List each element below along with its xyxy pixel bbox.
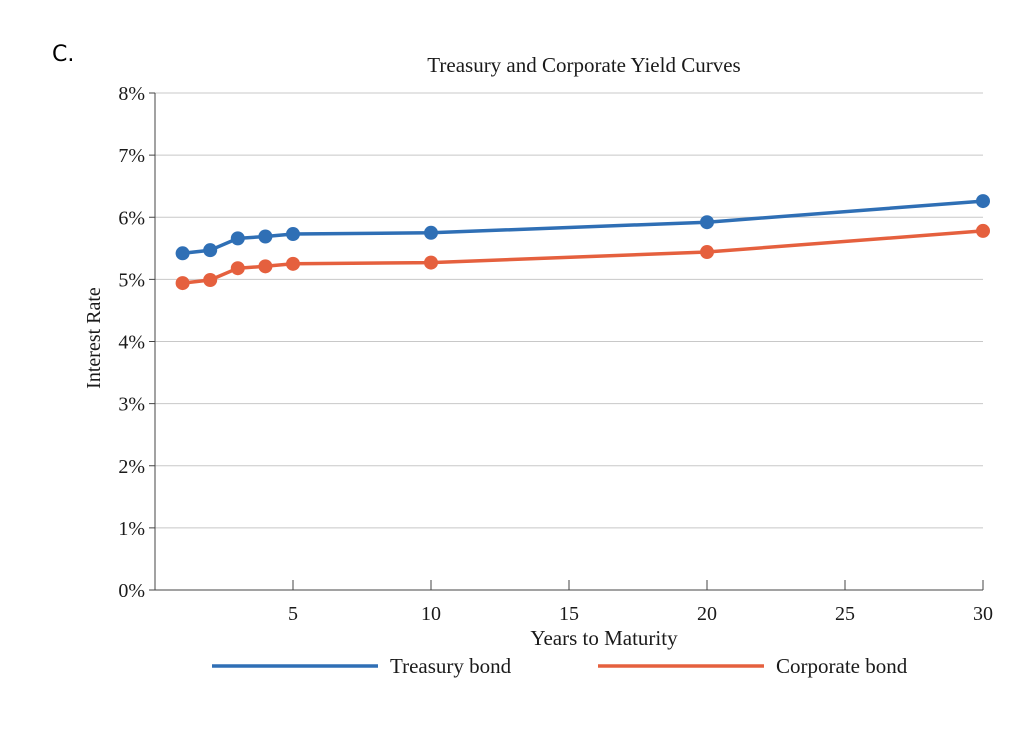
data-point-corporate: [286, 256, 300, 271]
series-line-corporate: [182, 229, 984, 285]
y-tick-label: 0%: [118, 580, 145, 602]
data-point-treasury: [230, 231, 245, 246]
y-tick-label: 1%: [118, 518, 145, 540]
x-tick-label: 30: [973, 603, 993, 625]
axes: [149, 92, 984, 591]
x-tick-label: 20: [697, 603, 717, 625]
data-point-treasury: [175, 246, 190, 261]
data-point-treasury: [424, 225, 438, 240]
series-line-treasury: [182, 199, 984, 256]
data-point-corporate: [203, 272, 218, 287]
legend-label: Treasury bond: [390, 654, 512, 678]
y-axis-label: Interest Rate: [83, 287, 105, 389]
data-point-treasury: [700, 215, 714, 230]
data-point-treasury: [258, 229, 273, 244]
data-point-corporate: [700, 245, 714, 260]
y-tick-label: 3%: [118, 394, 145, 416]
data-point-corporate: [175, 276, 190, 291]
gridlines: [155, 92, 983, 529]
legend-label: Corporate bond: [776, 654, 908, 678]
x-tick-label: 25: [835, 603, 855, 625]
x-axis-label: Years to Maturity: [530, 626, 678, 650]
y-tick-label: 5%: [118, 269, 145, 291]
x-tick-label: 5: [288, 603, 298, 625]
y-tick-label: 4%: [118, 332, 145, 354]
chart-title: Treasury and Corporate Yield Curves: [427, 53, 740, 77]
data-point-corporate: [230, 261, 245, 276]
question-label: C.: [52, 42, 75, 67]
data-point-treasury: [286, 227, 300, 242]
y-tick-label: 8%: [118, 83, 145, 105]
data-point-treasury: [203, 243, 218, 258]
x-tick-label: 15: [559, 603, 579, 625]
x-tick-label: 10: [421, 603, 441, 625]
x-tick-labels: 5 10 15 20 25 30: [288, 603, 993, 625]
series-group: [175, 194, 990, 291]
legend: Treasury bond Corporate bond: [212, 654, 908, 678]
y-tick-labels: 0% 1% 2% 3% 4% 5% 6% 7% 8%: [118, 83, 145, 602]
data-point-corporate: [258, 259, 273, 274]
y-tick-label: 2%: [118, 456, 145, 478]
data-point-corporate: [976, 223, 990, 238]
y-tick-label: 6%: [118, 207, 145, 229]
data-point-corporate: [424, 255, 438, 270]
y-tick-label: 7%: [118, 145, 145, 167]
data-point-treasury: [976, 194, 990, 209]
